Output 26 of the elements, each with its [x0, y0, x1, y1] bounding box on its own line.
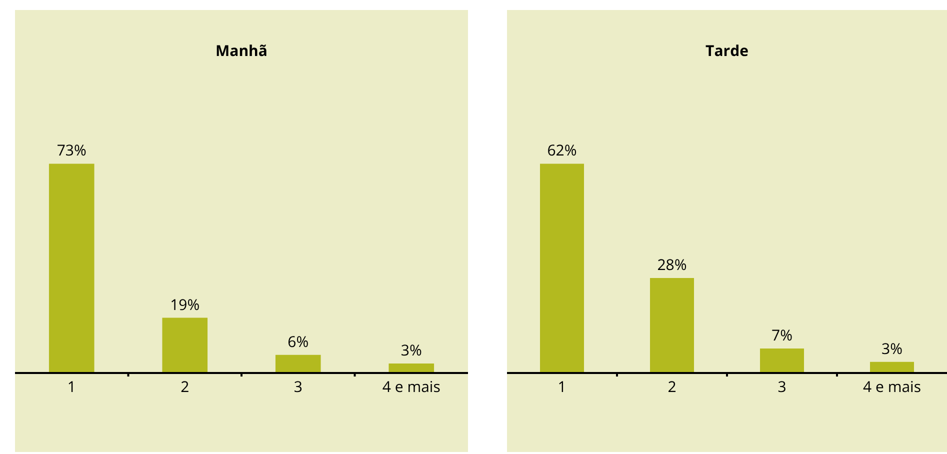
- bar: [162, 318, 208, 372]
- data-label: 62%: [547, 140, 577, 161]
- bar: [540, 164, 584, 372]
- data-label: 28%: [657, 254, 687, 275]
- data-label: 19%: [170, 294, 200, 315]
- bar: [388, 363, 434, 372]
- x-tick-label: 4 e mais: [863, 377, 921, 397]
- x-tick-label: 3: [778, 377, 786, 397]
- chart-title: Manhã: [216, 40, 268, 61]
- chart-title: Tarde: [706, 40, 749, 61]
- data-label: 3%: [400, 340, 422, 360]
- x-tick-label: 2: [668, 377, 676, 397]
- x-tick-label: 1: [558, 377, 566, 397]
- bar: [870, 362, 914, 372]
- x-tick-label: 3: [294, 377, 302, 397]
- data-label: 6%: [288, 332, 309, 352]
- x-tick-label: 2: [180, 377, 190, 397]
- bar: [650, 278, 694, 372]
- data-label: 73%: [56, 140, 86, 161]
- data-label: 3%: [882, 338, 902, 359]
- data-label: 7%: [772, 325, 792, 346]
- x-tick-label: 4 e mais: [382, 377, 440, 397]
- bar: [275, 354, 321, 372]
- x-tick-label: 1: [67, 377, 76, 397]
- bar: [48, 164, 94, 372]
- bar: [760, 348, 804, 372]
